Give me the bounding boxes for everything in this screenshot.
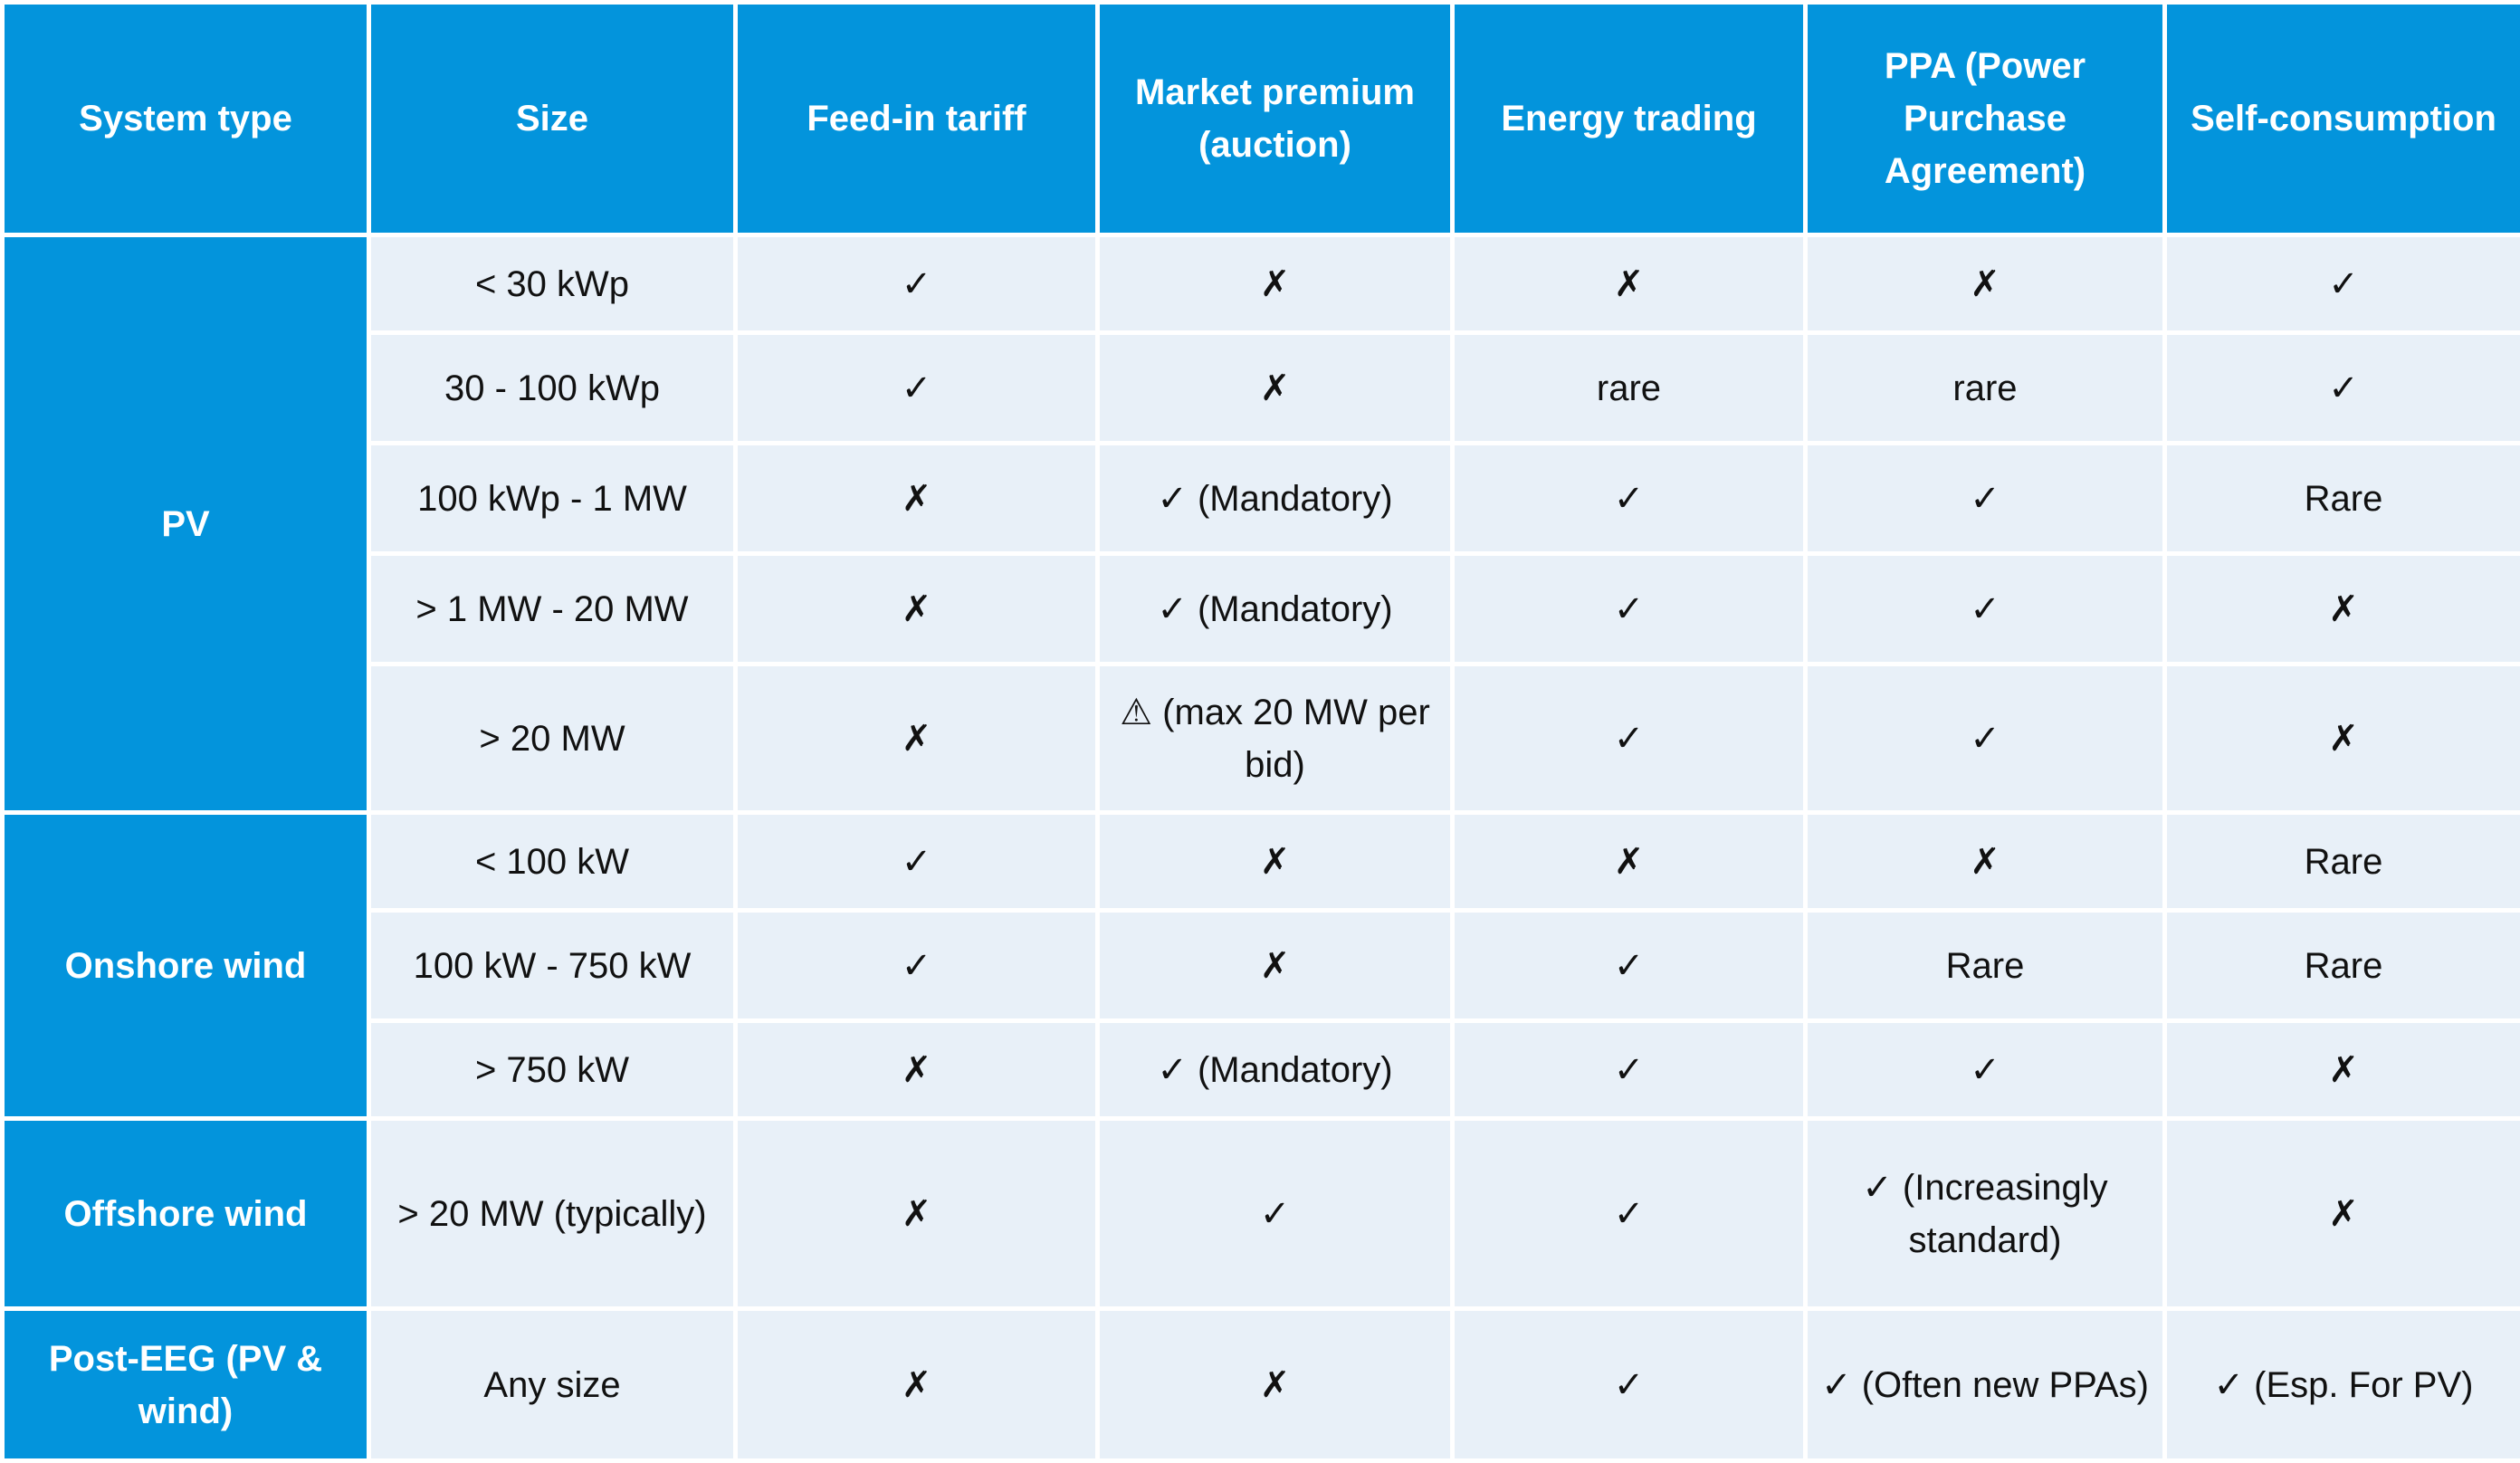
system-type-cell: Offshore wind xyxy=(3,1119,369,1309)
size-cell: > 20 MW xyxy=(369,665,736,813)
size-cell: > 750 kW xyxy=(369,1021,736,1119)
option-cell: ✗ xyxy=(2165,665,2520,813)
table-row: Onshore wind< 100 kW✓✗✗✗Rare xyxy=(3,813,2520,911)
column-header: Market premium (auction) xyxy=(1098,3,1453,235)
option-cell: ✓ xyxy=(1453,554,1806,665)
option-cell: ✓ xyxy=(2165,333,2520,444)
option-cell: ✓ (Often new PPAs) xyxy=(1806,1309,2165,1461)
option-cell: ✓ xyxy=(1806,665,2165,813)
column-header: Feed-in tariff xyxy=(736,3,1098,235)
size-cell: 100 kW - 750 kW xyxy=(369,911,736,1021)
option-cell: ✗ xyxy=(1453,235,1806,333)
option-cell: ✗ xyxy=(736,554,1098,665)
option-cell: rare xyxy=(1806,333,2165,444)
system-type-cell: Onshore wind xyxy=(3,813,369,1119)
option-cell: rare xyxy=(1453,333,1806,444)
size-cell: 30 - 100 kWp xyxy=(369,333,736,444)
option-cell: ✗ xyxy=(1098,333,1453,444)
option-cell: ✓ xyxy=(2165,235,2520,333)
option-cell: ✗ xyxy=(736,1309,1098,1461)
table-row: > 20 MW✗⚠ (max 20 MW per bid)✓✓✗ xyxy=(3,665,2520,813)
option-cell: ✓ (Increasingly standard) xyxy=(1806,1119,2165,1309)
table-row: 100 kWp - 1 MW✗✓ (Mandatory)✓✓Rare xyxy=(3,444,2520,554)
column-header: PPA (Power Purchase Agreement) xyxy=(1806,3,2165,235)
option-cell: ✓ xyxy=(1098,1119,1453,1309)
option-cell: ✓ xyxy=(736,235,1098,333)
option-cell: ✓ (Mandatory) xyxy=(1098,1021,1453,1119)
table-row: Offshore wind> 20 MW (typically)✗✓✓✓ (In… xyxy=(3,1119,2520,1309)
option-cell: ✓ xyxy=(736,333,1098,444)
option-cell: ✓ xyxy=(1453,444,1806,554)
option-cell: Rare xyxy=(2165,444,2520,554)
option-cell: ✓ xyxy=(1806,1021,2165,1119)
option-cell: ✓ (Esp. For PV) xyxy=(2165,1309,2520,1461)
column-header: Energy trading xyxy=(1453,3,1806,235)
option-cell: ✗ xyxy=(1453,813,1806,911)
size-cell: Any size xyxy=(369,1309,736,1461)
option-cell: ✗ xyxy=(2165,554,2520,665)
system-type-cell: Post-EEG (PV & wind) xyxy=(3,1309,369,1461)
option-cell: ✓ xyxy=(1453,1119,1806,1309)
option-cell: ✓ xyxy=(1806,554,2165,665)
size-cell: < 30 kWp xyxy=(369,235,736,333)
option-cell: Rare xyxy=(2165,911,2520,1021)
size-cell: > 1 MW - 20 MW xyxy=(369,554,736,665)
table-row: > 750 kW✗✓ (Mandatory)✓✓✗ xyxy=(3,1021,2520,1119)
option-cell: ✗ xyxy=(1098,235,1453,333)
option-cell: Rare xyxy=(2165,813,2520,911)
option-cell: ✓ xyxy=(1453,1309,1806,1461)
table-row: Post-EEG (PV & wind)Any size✗✗✓✓ (Often … xyxy=(3,1309,2520,1461)
column-header: Self-consumption xyxy=(2165,3,2520,235)
option-cell: Rare xyxy=(1806,911,2165,1021)
option-cell: ✓ xyxy=(1453,1021,1806,1119)
option-cell: ✓ xyxy=(1453,665,1806,813)
option-cell: ✓ xyxy=(1806,444,2165,554)
column-header: Size xyxy=(369,3,736,235)
option-cell: ✓ (Mandatory) xyxy=(1098,554,1453,665)
option-cell: ✗ xyxy=(1806,235,2165,333)
size-cell: 100 kWp - 1 MW xyxy=(369,444,736,554)
system-type-cell: PV xyxy=(3,235,369,813)
option-cell: ✓ xyxy=(736,813,1098,911)
option-cell: ✗ xyxy=(736,1119,1098,1309)
option-cell: ✓ (Mandatory) xyxy=(1098,444,1453,554)
option-cell: ✗ xyxy=(1806,813,2165,911)
option-cell: ✗ xyxy=(736,665,1098,813)
option-cell: ⚠ (max 20 MW per bid) xyxy=(1098,665,1453,813)
option-cell: ✗ xyxy=(1098,813,1453,911)
column-header: System type xyxy=(3,3,369,235)
option-cell: ✗ xyxy=(736,1021,1098,1119)
table-row: PV< 30 kWp✓✗✗✗✓ xyxy=(3,235,2520,333)
size-cell: < 100 kW xyxy=(369,813,736,911)
table-row: > 1 MW - 20 MW✗✓ (Mandatory)✓✓✗ xyxy=(3,554,2520,665)
size-cell: > 20 MW (typically) xyxy=(369,1119,736,1309)
option-cell: ✗ xyxy=(1098,1309,1453,1461)
option-cell: ✗ xyxy=(1098,911,1453,1021)
option-cell: ✓ xyxy=(736,911,1098,1021)
option-cell: ✗ xyxy=(736,444,1098,554)
option-cell: ✗ xyxy=(2165,1021,2520,1119)
option-cell: ✓ xyxy=(1453,911,1806,1021)
option-cell: ✗ xyxy=(2165,1119,2520,1309)
